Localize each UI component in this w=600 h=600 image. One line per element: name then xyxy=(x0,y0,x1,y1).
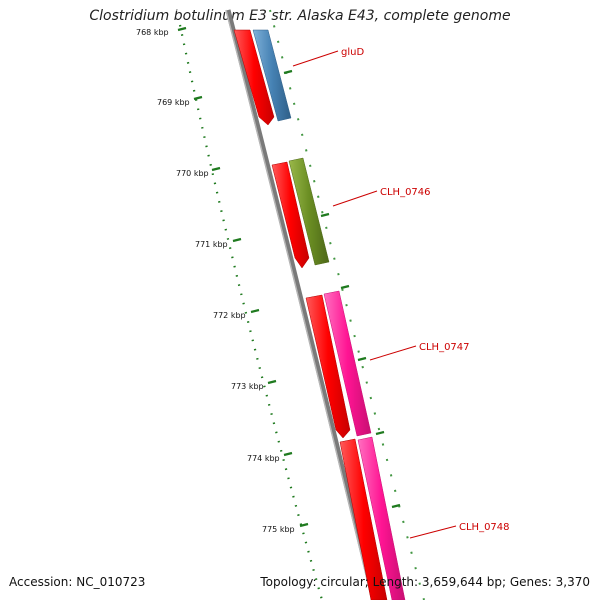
cds-segment xyxy=(233,29,275,126)
outer-tick xyxy=(320,212,330,218)
gene-label-clh-0748: CLH_0748 xyxy=(459,522,510,533)
cds-gluD xyxy=(252,29,292,122)
outer-tick xyxy=(283,69,293,75)
ruler-tick-label: 775 kbp xyxy=(262,525,295,534)
ruler-tick xyxy=(193,95,203,101)
accession-label: Accession: NC_010723 xyxy=(9,575,146,589)
ruler-tick xyxy=(299,522,309,528)
outer-ticks xyxy=(283,69,401,509)
ruler-ticks xyxy=(177,26,309,528)
gene-leader-line xyxy=(369,345,417,361)
cds-clh-0747 xyxy=(323,290,372,437)
ruler-tick xyxy=(283,451,293,457)
ruler-tick-label: 772 kbp xyxy=(213,311,246,320)
gene-leader-line xyxy=(332,190,378,207)
cds-segment xyxy=(271,161,310,269)
ruler-tick-label: 774 kbp xyxy=(247,454,280,463)
cds-clh-0746 xyxy=(288,157,330,266)
ruler-tick xyxy=(250,308,260,314)
gene-leader-line xyxy=(292,50,339,67)
ruler-tick-label: 768 kbp xyxy=(136,28,169,37)
cds-clh-0748 xyxy=(357,436,406,600)
ruler-tick-label: 770 kbp xyxy=(176,169,209,178)
ruler-tick xyxy=(232,237,242,243)
topology-label: Topology: circular; Length: 3,659,644 bp… xyxy=(260,575,590,589)
gene-label-clh-0746: CLH_0746 xyxy=(380,187,431,198)
cds-segment xyxy=(305,294,351,439)
ruler-tick xyxy=(177,26,187,32)
gene-label-clh-0747: CLH_0747 xyxy=(419,342,470,353)
ruler-tick xyxy=(267,379,277,385)
ruler-tick-label: 769 kbp xyxy=(157,98,190,107)
cds-segment xyxy=(339,438,388,600)
gene-leader-line xyxy=(409,525,457,539)
ruler-tick-label: 771 kbp xyxy=(195,240,228,249)
genome-backbone xyxy=(225,9,377,600)
outer-tick xyxy=(357,356,367,362)
genome-backbone-highlight xyxy=(225,9,373,600)
outer-tick xyxy=(391,503,401,509)
ruler-tick xyxy=(211,166,221,172)
map-title: Clostridium botulinum E3 str. Alaska E43… xyxy=(89,8,511,24)
ruler-dotted-line xyxy=(178,24,324,600)
ruler-tick-label: 773 kbp xyxy=(231,382,264,391)
outer-tick xyxy=(340,284,350,290)
outer-guide xyxy=(269,9,425,600)
gene-label-glud: gluD xyxy=(341,47,364,58)
outer-tick xyxy=(375,430,385,436)
